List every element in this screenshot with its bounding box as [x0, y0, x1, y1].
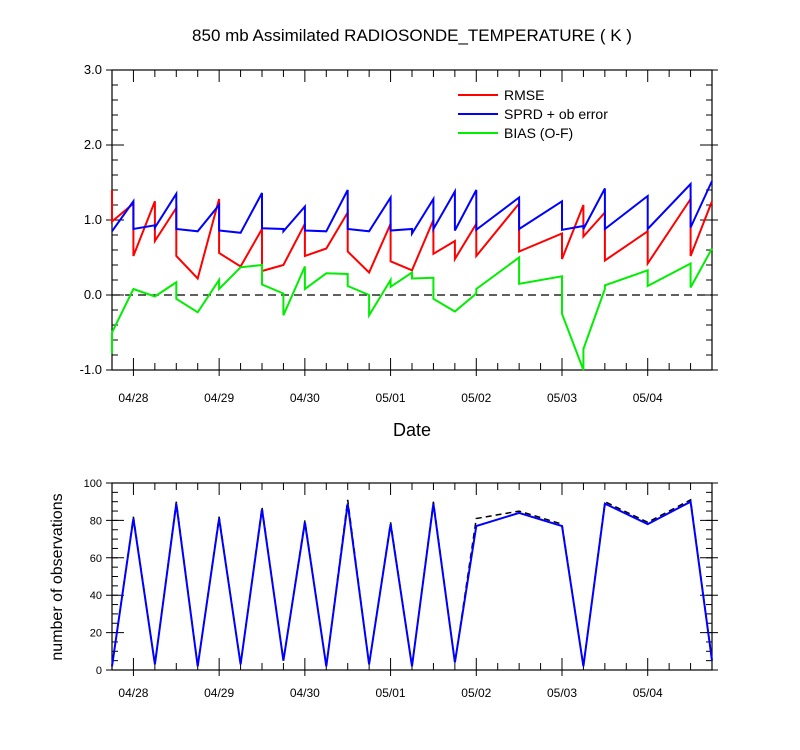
y-tick-label: -1.0 [80, 362, 102, 377]
y-tick-label: 100 [84, 478, 102, 490]
x-tick-label: 04/29 [204, 391, 234, 405]
plot-frame [111, 69, 713, 371]
y-tick-label: 60 [90, 553, 102, 565]
x-tick-label: 05/01 [376, 686, 406, 700]
series-line-sprd-ob-error [111, 180, 713, 238]
y-tick-label: 3.0 [84, 62, 102, 77]
x-tick-label: 04/29 [204, 686, 234, 700]
y-tick-label: 40 [90, 590, 102, 602]
bottom-plot: 04/28 04/29 04/30 05/01 05/02 05/03 05/04 0 20 40… [84, 478, 718, 700]
y-tick-label: 20 [90, 628, 102, 640]
x-tick-label: 05/04 [633, 391, 663, 405]
y-tick-label: 1.0 [84, 212, 102, 227]
x-tick-label: 04/28 [118, 391, 148, 405]
legend-label-rmse: RMSE [504, 87, 544, 103]
x-tick-label: 04/30 [290, 391, 320, 405]
x-tick-label: 04/30 [290, 686, 320, 700]
y-tick-label: 0.0 [84, 287, 102, 302]
y-tick-label: 2.0 [84, 137, 102, 152]
x-tick-label: 05/04 [633, 686, 663, 700]
series-line-bias-o-f [111, 248, 713, 371]
x-tick-label: 05/02 [461, 391, 491, 405]
x-tick-label: 05/03 [547, 686, 577, 700]
x-tick-label: 05/03 [547, 391, 577, 405]
x-axis-label: Date [393, 420, 431, 440]
y-tick-label: 0 [96, 665, 102, 677]
x-tick-label: 05/01 [376, 391, 406, 405]
y-axis-label-bottom: number of observations [49, 493, 66, 660]
y-tick-label: 80 [90, 515, 102, 527]
legend: RMSE SPRD + ob error BIAS (O-F) [458, 87, 608, 141]
series-line-observations-used [111, 500, 713, 667]
top-plot: 04/28 04/29 04/30 05/01 05/02 05/03 05/04 -1.0 0… [80, 62, 718, 405]
legend-label-sprd: SPRD + ob error [504, 106, 608, 122]
legend-label-bias: BIAS (O-F) [504, 125, 573, 141]
chart-title: 850 mb Assimilated RADIOSONDE_TEMPERATUR… [192, 26, 632, 45]
x-tick-label: 04/28 [118, 686, 148, 700]
x-tick-label: 05/02 [461, 686, 491, 700]
